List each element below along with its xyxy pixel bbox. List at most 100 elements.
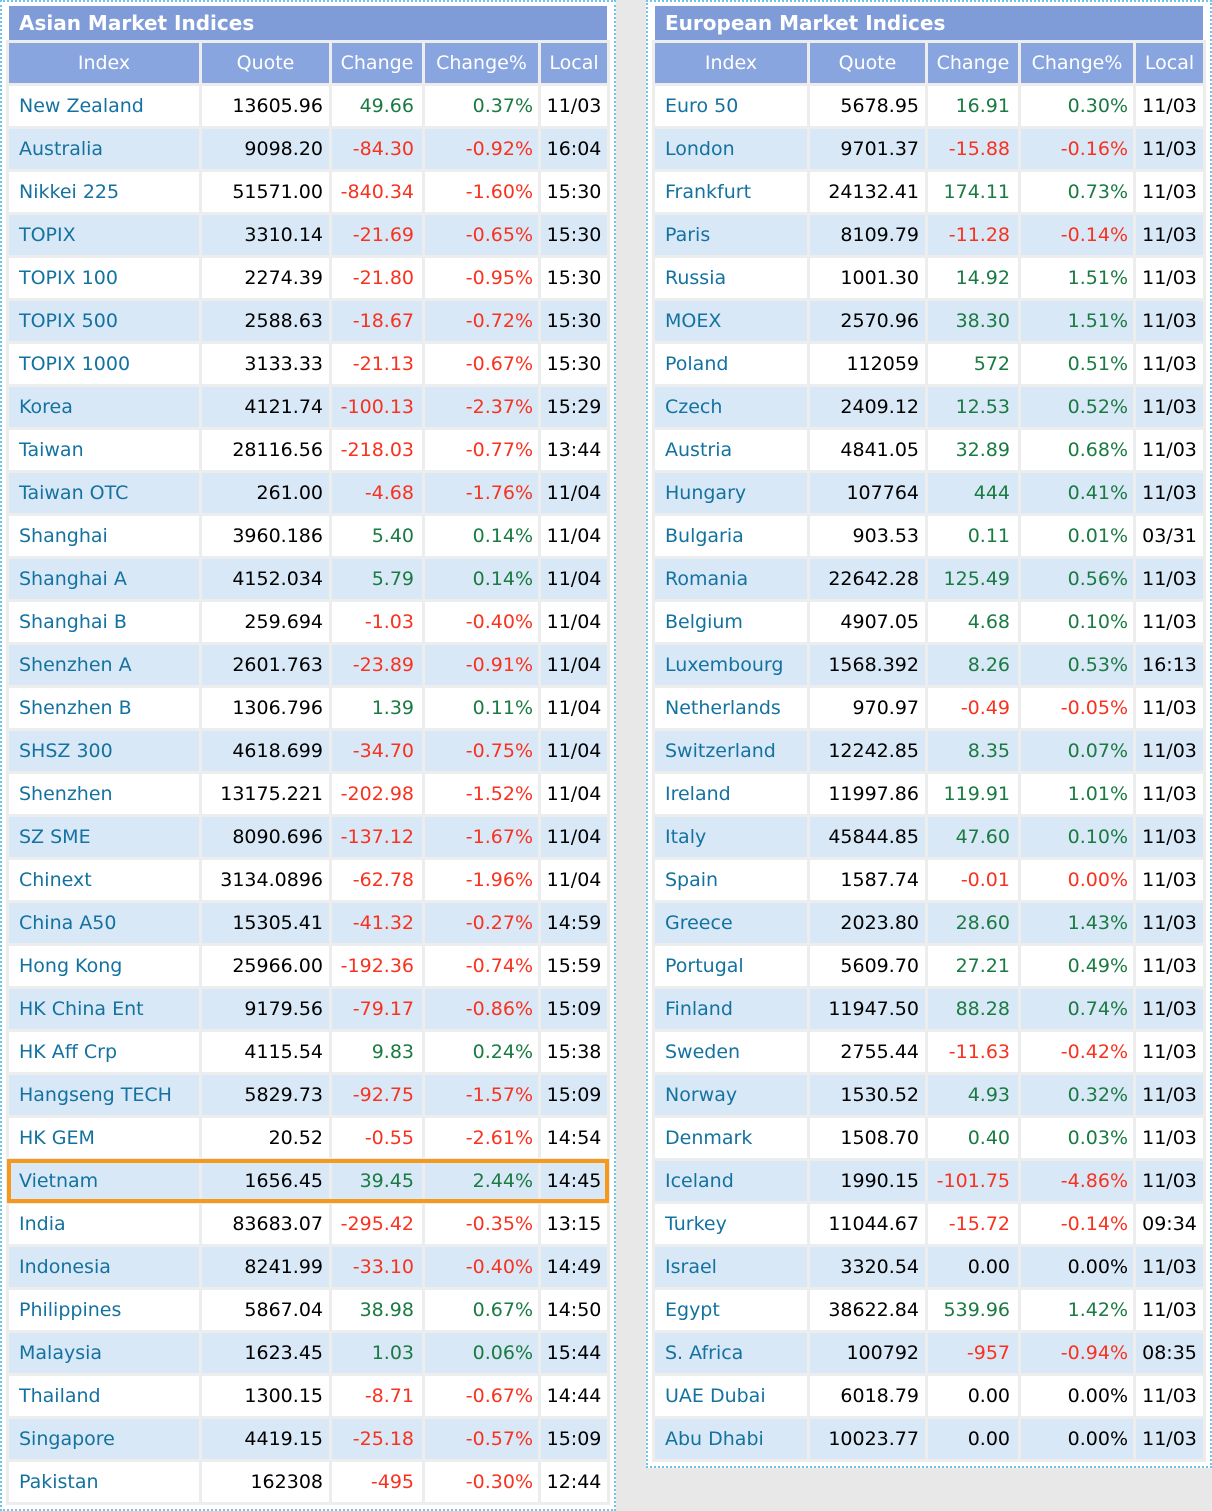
index-name-cell[interactable]: Indonesia [9,1247,199,1287]
index-name-cell[interactable]: Bulgaria [655,516,807,556]
index-name-cell[interactable]: Israel [655,1247,807,1287]
change-percent-cell: -4.86% [1021,1161,1133,1201]
change-cell: -100.13 [332,387,422,427]
index-name-cell[interactable]: Denmark [655,1118,807,1158]
column-header-quote: Quote [810,43,925,83]
index-name-cell[interactable]: Austria [655,430,807,470]
change-percent-cell: -0.74% [425,946,538,986]
change-cell: 12.53 [928,387,1018,427]
index-name-cell[interactable]: Taiwan [9,430,199,470]
index-name-cell[interactable]: TOPIX [9,215,199,255]
index-name-cell[interactable]: New Zealand [9,86,199,126]
change-cell: -15.88 [928,129,1018,169]
index-name-cell[interactable]: Russia [655,258,807,298]
local-time-cell: 15:09 [541,1075,607,1115]
index-name-cell[interactable]: Portugal [655,946,807,986]
index-name-cell[interactable]: TOPIX 500 [9,301,199,341]
index-name-cell[interactable]: Romania [655,559,807,599]
index-name-cell[interactable]: TOPIX 100 [9,258,199,298]
change-percent-cell: 1.01% [1021,774,1133,814]
quote-cell: 903.53 [810,516,925,556]
index-name-cell[interactable]: Philippines [9,1290,199,1330]
index-name-cell[interactable]: HK Aff Crp [9,1032,199,1072]
index-name-cell[interactable]: Chinext [9,860,199,900]
index-name-cell[interactable]: Malaysia [9,1333,199,1373]
index-name-cell[interactable]: Spain [655,860,807,900]
index-name-cell[interactable]: Italy [655,817,807,857]
local-time-cell: 11/03 [1136,344,1203,384]
table-row: China A50 15305.41 -41.32 -0.27% 14:59 [9,903,607,943]
index-name-cell[interactable]: China A50 [9,903,199,943]
index-name-cell[interactable]: Hungary [655,473,807,513]
index-name-cell[interactable]: Switzerland [655,731,807,771]
change-percent-cell: 1.51% [1021,301,1133,341]
index-name-cell[interactable]: Australia [9,129,199,169]
index-name-cell[interactable]: SHSZ 300 [9,731,199,771]
quote-cell: 3960.186 [202,516,329,556]
change-cell: 4.68 [928,602,1018,642]
index-name-cell[interactable]: Hong Kong [9,946,199,986]
change-cell: -84.30 [332,129,422,169]
index-name-cell[interactable]: Greece [655,903,807,943]
quote-cell: 1990.15 [810,1161,925,1201]
quote-cell: 2023.80 [810,903,925,943]
index-name-cell[interactable]: Shanghai B [9,602,199,642]
index-name-cell[interactable]: India [9,1204,199,1244]
index-name-cell[interactable]: Egypt [655,1290,807,1330]
column-header-index: Index [655,43,807,83]
index-name-cell[interactable]: Taiwan OTC [9,473,199,513]
index-name-cell[interactable]: MOEX [655,301,807,341]
index-name-cell[interactable]: TOPIX 1000 [9,344,199,384]
quote-cell: 5609.70 [810,946,925,986]
index-name-cell[interactable]: Shenzhen B [9,688,199,728]
change-cell: 119.91 [928,774,1018,814]
index-name-cell[interactable]: Luxembourg [655,645,807,685]
index-name-cell[interactable]: Finland [655,989,807,1029]
index-name-cell[interactable]: HK GEM [9,1118,199,1158]
index-name-cell[interactable]: Czech [655,387,807,427]
index-name-cell[interactable]: Norway [655,1075,807,1115]
change-cell: -21.80 [332,258,422,298]
column-header-local: Local [541,43,607,83]
change-percent-cell: 0.14% [425,516,538,556]
table-row: TOPIX 100 2274.39 -21.80 -0.95% 15:30 [9,258,607,298]
local-time-cell: 11/04 [541,860,607,900]
index-name-cell[interactable]: S. Africa [655,1333,807,1373]
index-name-cell[interactable]: Vietnam [9,1161,199,1201]
index-name-cell[interactable]: Korea [9,387,199,427]
change-cell: -495 [332,1462,422,1502]
index-name-cell[interactable]: Paris [655,215,807,255]
index-name-cell[interactable]: Frankfurt [655,172,807,212]
index-name-cell[interactable]: SZ SME [9,817,199,857]
index-name-cell[interactable]: London [655,129,807,169]
index-name-cell[interactable]: Thailand [9,1376,199,1416]
change-percent-cell: 1.51% [1021,258,1133,298]
index-name-cell[interactable]: Singapore [9,1419,199,1459]
index-name-cell[interactable]: Nikkei 225 [9,172,199,212]
change-cell: -92.75 [332,1075,422,1115]
index-name-cell[interactable]: Euro 50 [655,86,807,126]
index-name-cell[interactable]: Sweden [655,1032,807,1072]
table-row: Pakistan 162308 -495 -0.30% 12:44 [9,1462,607,1502]
index-name-cell[interactable]: Ireland [655,774,807,814]
index-name-cell[interactable]: HK China Ent [9,989,199,1029]
index-name-cell[interactable]: Iceland [655,1161,807,1201]
asian-market-indices-panel: Asian Market Indices Index Quote Change Cha… [0,0,616,1511]
table-row: Austria 4841.05 32.89 0.68% 11/03 [655,430,1203,470]
index-name-cell[interactable]: Hangseng TECH [9,1075,199,1115]
table-row: Shenzhen 13175.221 -202.98 -1.52% 11/04 [9,774,607,814]
change-percent-cell: 0.00% [1021,1376,1133,1416]
index-name-cell[interactable]: Shanghai A [9,559,199,599]
change-cell: -79.17 [332,989,422,1029]
index-name-cell[interactable]: Shanghai [9,516,199,556]
index-name-cell[interactable]: Shenzhen A [9,645,199,685]
index-name-cell[interactable]: Belgium [655,602,807,642]
index-name-cell[interactable]: Pakistan [9,1462,199,1502]
local-time-cell: 11/03 [1136,473,1203,513]
index-name-cell[interactable]: Turkey [655,1204,807,1244]
index-name-cell[interactable]: Netherlands [655,688,807,728]
index-name-cell[interactable]: Shenzhen [9,774,199,814]
index-name-cell[interactable]: UAE Dubai [655,1376,807,1416]
index-name-cell[interactable]: Abu Dhabi [655,1419,807,1459]
index-name-cell[interactable]: Poland [655,344,807,384]
